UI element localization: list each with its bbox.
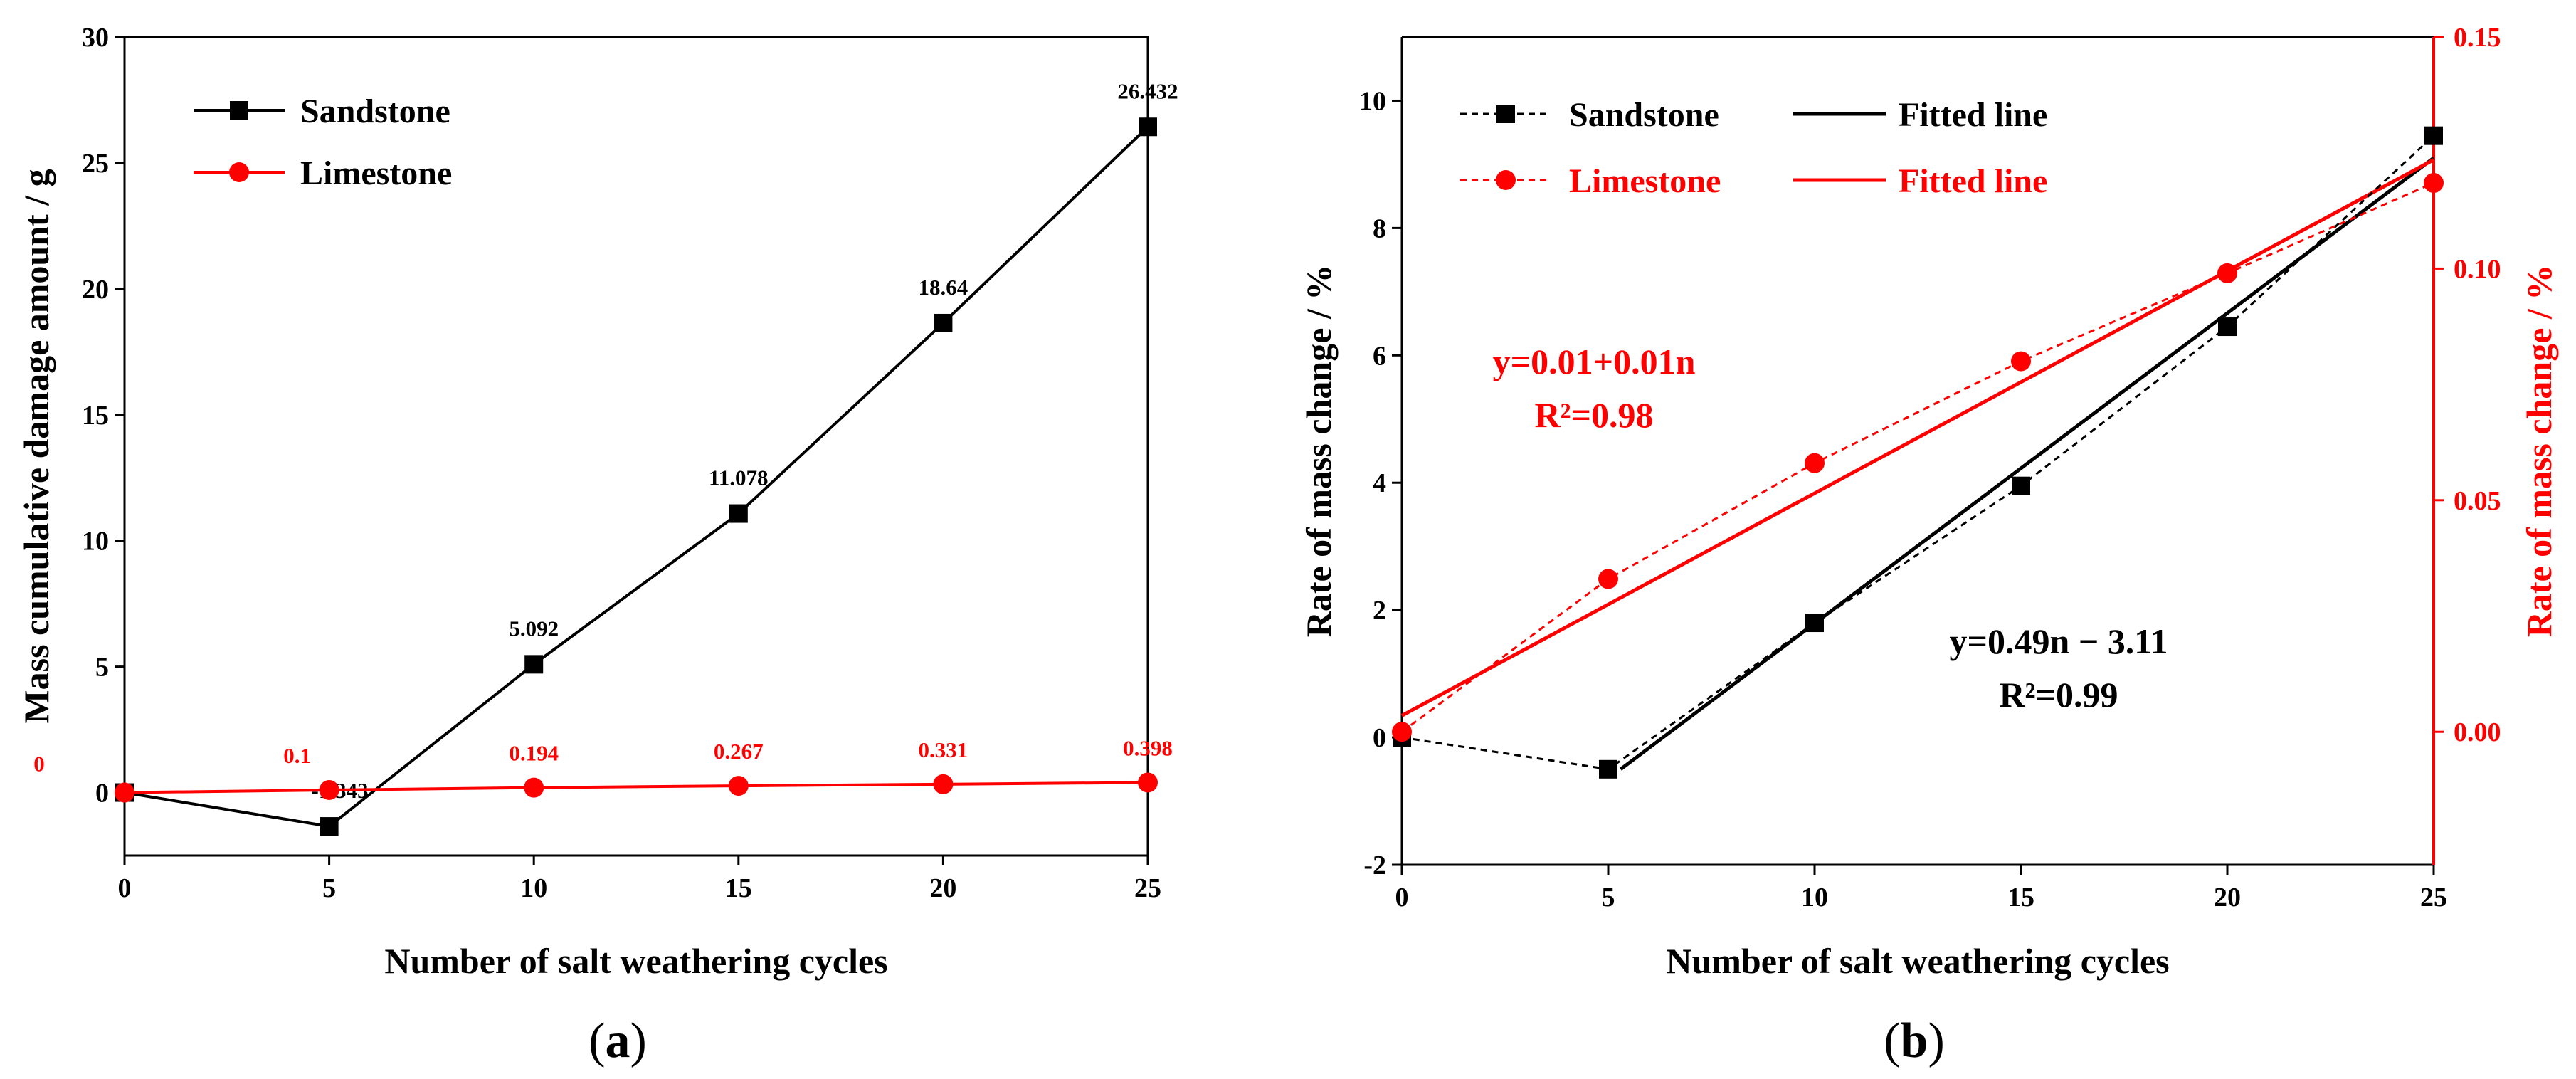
x-tick-label: 10 [520, 873, 547, 903]
y-tick-label: 25 [82, 149, 109, 179]
legend-marker-sandstone [1496, 105, 1515, 123]
y-axis-title: Mass cumulative damage amount / g [16, 169, 56, 723]
data-label-sandstone: 5.092 [509, 616, 559, 641]
sandstone-fit-equation: y=0.49n − 3.11 [1949, 621, 2168, 661]
y-tick-label: 20 [82, 275, 109, 305]
sandstone-fit-r2: R²=0.99 [1999, 675, 2118, 715]
x-tick-label: 10 [1801, 883, 1828, 912]
data-point-limestone [2011, 351, 2031, 372]
y-tick-label: 15 [82, 401, 109, 431]
data-label-limestone: 0.331 [919, 737, 968, 762]
data-point-limestone [319, 780, 339, 800]
panel-b-chart: 0 5 10 15 20 25 -2 0 2 4 6 8 10 0.00 0.05 0.10 0.15 Numbe… [1299, 23, 2559, 981]
legend-label-sandstone: Sandstone [300, 93, 450, 130]
x-tick-label: 5 [1602, 883, 1615, 912]
y-right-tick-label: 0.00 [2454, 717, 2501, 747]
data-point-sandstone [934, 313, 953, 332]
data-point-limestone [115, 782, 134, 803]
y-tick-label: 0 [95, 779, 109, 809]
x-tick-label: 25 [1134, 873, 1161, 903]
limestone-fit-r2: R²=0.98 [1534, 395, 1653, 435]
y-left-axis-title: Rate of mass change / % [1299, 265, 1339, 638]
y-left-tick-label: 2 [1373, 596, 1386, 626]
panel-a-chart: 0 5 10 15 20 25 0 5 10 15 20 25 30 Number of salt wea… [16, 23, 1178, 981]
x-tick-label: 20 [2214, 883, 2241, 912]
data-point-sandstone [729, 504, 748, 523]
series-line-sandstone [1401, 135, 2435, 771]
data-point-limestone [2217, 263, 2237, 283]
legend-label-limestone: Limestone [300, 154, 452, 192]
data-label-sandstone: 11.078 [709, 465, 769, 490]
panel-a-caption: (a) [588, 1014, 647, 1068]
fitted-line-0 [1619, 156, 2435, 771]
legend-label-fit-limestone: Fitted line [1899, 162, 2047, 200]
data-point-sandstone [2424, 126, 2443, 145]
data-point-sandstone [1599, 759, 1617, 779]
series-line-sandstone [124, 125, 1149, 828]
data-point-sandstone [1139, 117, 1157, 137]
data-point-sandstone [320, 817, 339, 836]
data-point-sandstone [2012, 476, 2030, 495]
x-tick-label: 25 [2420, 883, 2447, 912]
y-right-axis-title: Rate of mass change / % [2519, 265, 2559, 638]
legend-marker-sandstone [230, 101, 248, 120]
series-line-limestone [124, 781, 1149, 794]
panel-b-caption: (b) [1884, 1014, 1945, 1068]
legend-marker-limestone [229, 162, 249, 182]
y-left-tick-label: 8 [1373, 214, 1386, 243]
data-point-limestone [1392, 722, 1412, 742]
data-point-limestone [1138, 772, 1158, 793]
x-tick-label: 0 [118, 873, 132, 903]
x-axis-title: Number of salt weathering cycles [384, 941, 887, 981]
data-point-limestone [524, 777, 544, 798]
y-right-tick-label: 0.10 [2454, 254, 2501, 284]
data-point-limestone [728, 776, 749, 796]
x-tick-label: 15 [2007, 883, 2034, 912]
y-right-tick-label: 0.05 [2454, 486, 2501, 516]
data-point-limestone [933, 774, 954, 794]
panel-a-plot-frame [123, 36, 1149, 857]
data-point-limestone [2424, 173, 2444, 194]
data-label-limestone: 0.267 [714, 739, 764, 764]
legend-label-fit-sandstone: Fitted line [1899, 96, 2047, 134]
data-label-limestone: 0.1 [283, 743, 311, 768]
data-label-limestone: 0.398 [1123, 735, 1173, 760]
fitted-line-1 [1400, 158, 2435, 717]
data-label-limestone: 0.194 [509, 741, 559, 766]
y-left-tick-label: 6 [1373, 341, 1386, 371]
data-point-sandstone [2218, 317, 2237, 337]
x-tick-label: 20 [929, 873, 956, 903]
legend-label-sandstone: Sandstone [1569, 96, 1719, 134]
x-axis-title: Number of salt weathering cycles [1666, 941, 2169, 981]
x-tick-label: 5 [322, 873, 336, 903]
series-line-limestone [1401, 181, 2434, 733]
y-right-tick-label: 0.15 [2454, 23, 2501, 53]
y-left-tick-label: -2 [1363, 851, 1386, 880]
x-tick-label: 15 [725, 873, 752, 903]
data-point-sandstone [524, 655, 544, 674]
y-tick-label: 5 [95, 653, 109, 683]
legend-label-limestone: Limestone [1569, 162, 1721, 200]
legend-marker-limestone [1496, 170, 1516, 190]
data-label-sandstone: 18.64 [919, 275, 968, 300]
y-tick-label: 10 [82, 527, 109, 557]
y-left-tick-label: 0 [1373, 723, 1386, 753]
data-label-sandstone: 26.432 [1117, 78, 1178, 103]
limestone-fit-equation: y=0.01+0.01n [1493, 342, 1696, 381]
y-left-tick-label: 10 [1359, 86, 1386, 116]
y-tick-label: 30 [82, 23, 109, 53]
data-point-sandstone [1805, 614, 1824, 633]
y-left-tick-label: 4 [1373, 468, 1386, 498]
data-point-limestone [1805, 453, 1825, 473]
data-label-limestone: 0 [33, 752, 45, 777]
x-tick-label: 0 [1395, 883, 1409, 912]
data-point-limestone [1598, 569, 1618, 589]
